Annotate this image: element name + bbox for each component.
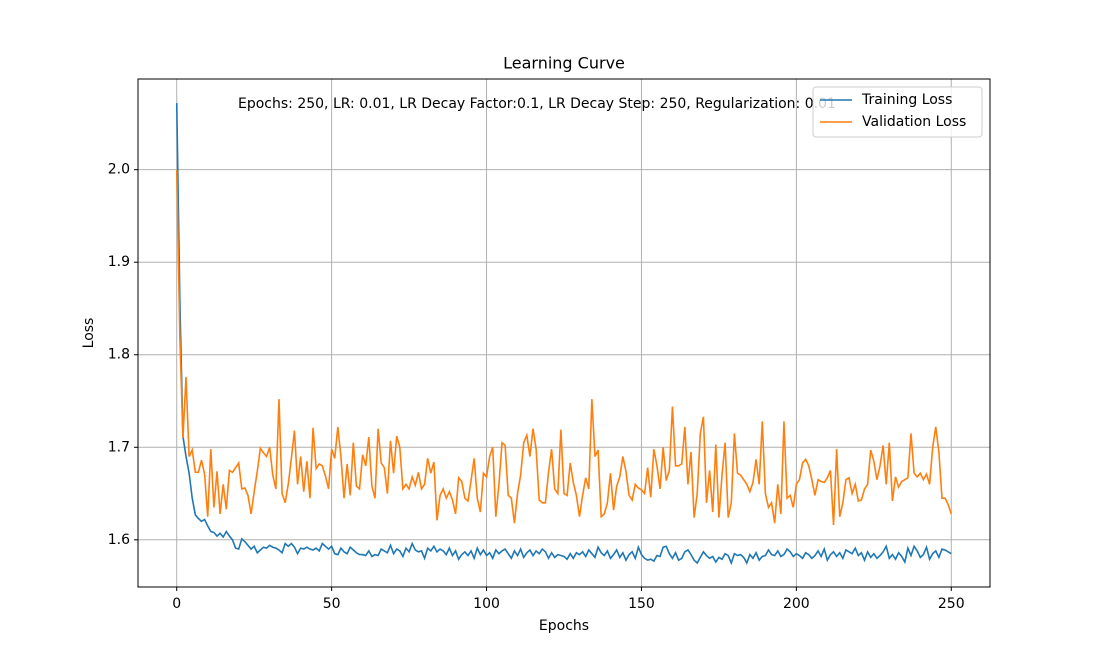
x-tick-label: 100 (473, 596, 500, 612)
y-tick-label: 1.9 (108, 254, 130, 270)
x-tick-label: 200 (783, 596, 810, 612)
data-line (175, 169, 953, 526)
y-tick-label: 1.8 (108, 347, 130, 363)
x-tick-label: 0 (172, 596, 181, 612)
y-tick-label: 2.0 (108, 162, 130, 178)
y-axis-label: Loss (81, 318, 97, 349)
data-line (175, 103, 952, 566)
legend-box (812, 86, 983, 138)
legend-label: Training Loss (861, 92, 952, 108)
x-axis-label: Epochs (539, 618, 589, 634)
x-tick-label: 50 (323, 596, 341, 612)
plot-frame (137, 78, 991, 588)
x-tick-label: 250 (938, 596, 965, 612)
chart-title: Learning Curve (503, 54, 625, 73)
y-tick-label: 1.6 (108, 532, 130, 548)
annotation: Epochs: 250, LR: 0.01, LR Decay Factor:0… (238, 96, 836, 112)
x-tick-label: 150 (628, 596, 655, 612)
legend-label: Validation Loss (862, 114, 966, 130)
y-tick-label: 1.7 (108, 439, 130, 455)
